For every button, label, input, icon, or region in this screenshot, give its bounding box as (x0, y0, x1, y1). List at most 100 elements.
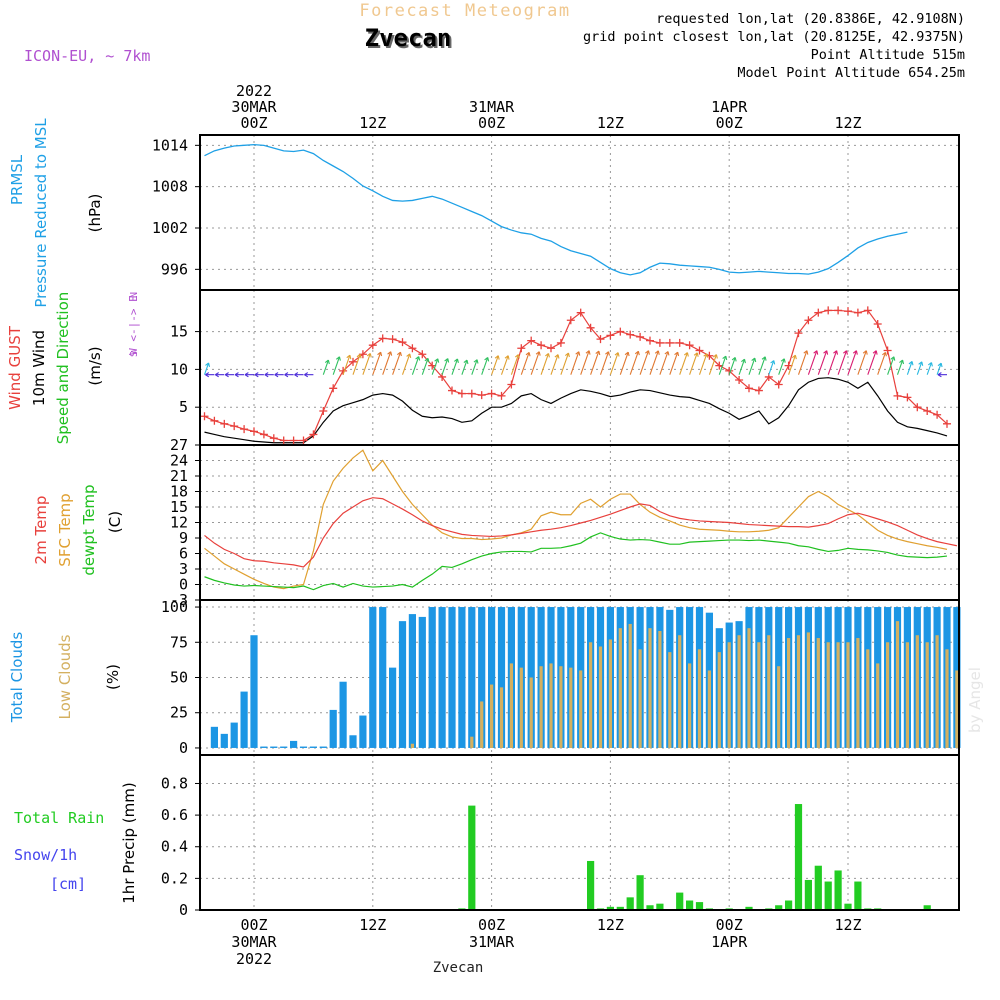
wind-arrow-head (654, 350, 660, 355)
precipitation-ytick-label: 0.8 (161, 774, 188, 792)
low-cloud-bar (787, 638, 791, 748)
gust-marker (863, 306, 872, 315)
wind-arrow-head (387, 351, 393, 356)
total-cloud-bar (468, 607, 476, 748)
wind-arrow (362, 353, 371, 375)
bottom-time-label: 00Z (478, 916, 505, 934)
low-cloud-bar (549, 663, 553, 748)
low-cloud-bar (569, 667, 573, 748)
wind-label-direction: Speed and Direction (54, 292, 72, 445)
temperature-ytick-label: 6 (179, 545, 188, 563)
gust-marker (250, 427, 258, 436)
compass-west-east: W <-|-> E (127, 295, 140, 355)
top-time-label: 1APR (711, 98, 748, 116)
gust-marker (923, 406, 932, 415)
wind-arrow (669, 351, 679, 375)
wind-arrow-head (882, 351, 887, 357)
low-cloud-bar (856, 638, 860, 748)
total-cloud-bar (398, 621, 407, 748)
wind-arrow (332, 356, 340, 375)
gust-marker (705, 351, 714, 360)
low-cloud-bar (529, 677, 533, 748)
wind-arrow (411, 356, 420, 375)
total-cloud-bar (309, 746, 317, 748)
wind-arrow-head (346, 354, 352, 360)
wind-arrow-head (624, 351, 630, 357)
wind-arrow-head (614, 352, 620, 357)
wind-arrow (203, 362, 210, 375)
gust-marker (844, 307, 852, 316)
temp-unit: (C) (106, 511, 124, 533)
gust-marker (883, 346, 892, 355)
low-cloud-bar (589, 642, 593, 748)
total-cloud-bar (438, 607, 446, 748)
total-cloud-bar (359, 715, 367, 748)
pressure-ytick-label: 1008 (152, 178, 188, 196)
wind-arrow (352, 354, 361, 375)
wind-arrow-head (525, 351, 531, 357)
gust-marker (200, 412, 209, 421)
low-cloud-bar (945, 649, 949, 748)
wind-label-gust: Wind GUST (6, 325, 24, 410)
low-cloud-bar (598, 646, 603, 748)
title-main: Zvecan (365, 24, 452, 52)
low-cloud-bar (678, 635, 682, 748)
low-cloud-bar (410, 743, 414, 748)
gust-marker (636, 332, 645, 341)
gust-marker (933, 410, 942, 419)
wind-arrow (768, 360, 775, 375)
wind-arrow-head (205, 362, 211, 367)
low-cloud-bar (955, 670, 959, 748)
pressure-ytick-label: 1014 (152, 136, 188, 154)
low-cloud-bar (658, 631, 662, 748)
gust-marker (814, 308, 823, 317)
low-cloud-bar (608, 639, 612, 748)
precipitation-ytick-label: 0 (179, 901, 188, 919)
rain-bar (695, 902, 704, 910)
low-cloud-bar (806, 632, 810, 748)
wind-arrow (896, 359, 904, 375)
wind-ytick-label: 10 (170, 360, 188, 378)
rain-bar (616, 906, 624, 910)
bottom-time-label: 1APR (711, 933, 748, 951)
total-cloud-bar (230, 722, 238, 748)
wind-arrow (599, 351, 610, 375)
gust-marker (695, 346, 704, 355)
total-cloud-bar (339, 681, 347, 748)
top-time-label: 12Z (834, 114, 861, 132)
wind-arrow-head (484, 357, 490, 362)
wind-arrow-head (833, 350, 839, 355)
rain-bar (923, 905, 931, 910)
wind-unit: (m/s) (86, 346, 104, 385)
temperature-ytick-label: -3 (170, 591, 188, 609)
clouds-ytick-label: 50 (170, 669, 188, 687)
temp-2m-line (204, 497, 958, 568)
wind-arrow-head (813, 350, 819, 355)
total-cloud-bar (240, 691, 248, 748)
rain-bar (468, 805, 476, 910)
pressure-unit: (hPa) (86, 194, 104, 233)
wind-arrow (580, 350, 590, 375)
low-cloud-bar (876, 663, 880, 748)
wind-arrow-head (234, 372, 239, 378)
wind-arrow-head (377, 351, 383, 357)
header: Forecast Meteogram Zvecan Zvecan ICON-EU… (24, 1, 984, 976)
clouds-label-low: Low Clouds (56, 634, 74, 719)
wind-arrow-head (770, 360, 776, 365)
low-cloud-bar (628, 623, 632, 748)
low-cloud-bar (816, 638, 820, 748)
rain-bar (656, 903, 664, 910)
wind-arrow (590, 350, 600, 375)
gust-marker (616, 327, 625, 336)
wind-arrow (629, 351, 639, 375)
precipitation-frame (199, 754, 960, 911)
low-cloud-bar (470, 736, 474, 748)
rain-bar (785, 900, 793, 910)
wind-arrow (807, 350, 818, 375)
wind-arrow-head (224, 372, 229, 378)
wind-arrow-head (683, 352, 689, 357)
wind-arrow-head (244, 372, 249, 378)
wind-arrow (441, 358, 449, 375)
top-time-label: 00Z (478, 114, 505, 132)
gust-marker (735, 375, 744, 384)
